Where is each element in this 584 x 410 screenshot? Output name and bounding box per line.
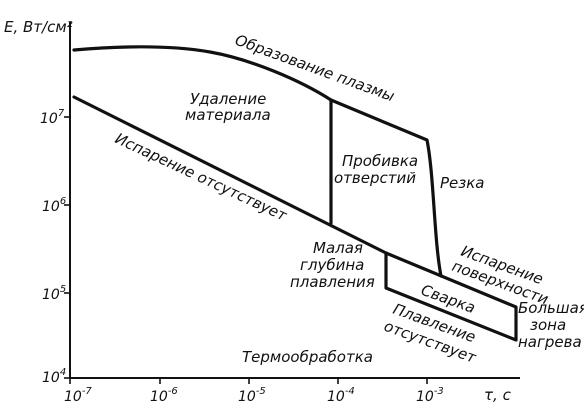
y-tick-label-1e7: 107 [40, 108, 65, 127]
y-tick-label-1e4: 104 [42, 367, 66, 386]
label-no-evaporation: Испарение отсутствует [112, 129, 290, 225]
label-shallow-melt-3: плавления [290, 273, 375, 291]
label-shallow-melt-2: глубина [300, 256, 364, 274]
x-tick-label-1e-5: 10-5 [238, 386, 266, 405]
plasma-boundary-curve [72, 45, 443, 278]
x-axis-title: τ, с [484, 386, 512, 404]
label-shallow-melt-1: Малая [313, 239, 363, 257]
x-tick-label-1e-3: 10-3 [416, 386, 444, 405]
x-tick-label-1e-7: 10-7 [64, 386, 92, 405]
label-heat-treatment: Термообработка [242, 348, 373, 366]
weld-region-outline [384, 251, 518, 342]
label-drilling-2: отверстий [334, 169, 416, 187]
evaporation-threshold-line [72, 95, 388, 255]
y-tick-label-1e5: 105 [42, 284, 66, 303]
x-tick-label-1e-4: 10-4 [327, 386, 355, 405]
label-large-heat-zone-1: Большая [518, 299, 584, 317]
label-large-heat-zone-2: зона [530, 316, 566, 334]
y-tick-label-1e6: 106 [42, 196, 66, 215]
y-axis-title: E, Вт/см² [4, 18, 73, 36]
label-material-removal-1: Удаление [190, 90, 266, 108]
label-material-removal-2: материала [185, 106, 271, 124]
x-tick-label-1e-6: 10-6 [150, 386, 178, 405]
label-cutting: Резка [440, 174, 485, 192]
label-large-heat-zone-3: нагрева [518, 333, 582, 351]
label-drilling-1: Пробивка [342, 152, 418, 170]
